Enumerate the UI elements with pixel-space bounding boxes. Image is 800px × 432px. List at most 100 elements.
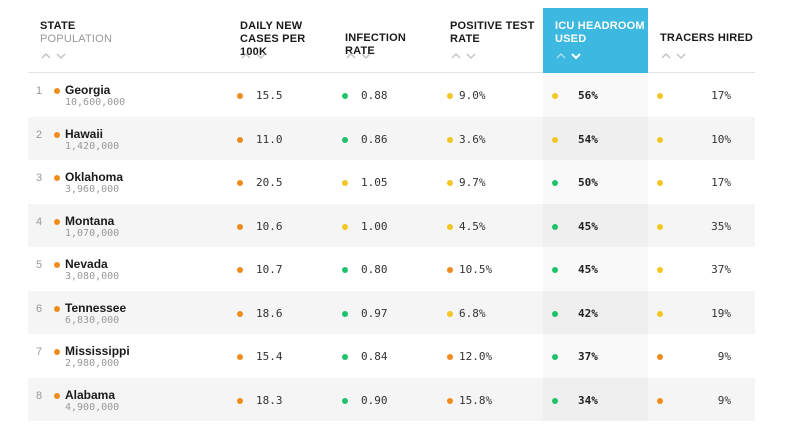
- cases-value: 10.7: [256, 263, 283, 276]
- column-header-positive[interactable]: POSITIVE TEST RATE: [438, 8, 543, 73]
- cases-value: 10.6: [256, 219, 283, 233]
- icu-headroom-status-dot: [552, 397, 558, 404]
- infection-rate-status-dot: [342, 136, 348, 143]
- positive-rate-value: 9.7%: [459, 176, 486, 189]
- sort-controls-infection[interactable]: [345, 52, 372, 60]
- state-population: 1,070,000: [65, 227, 120, 239]
- sort-up-icon[interactable]: [555, 52, 567, 60]
- state-status-dot: [54, 131, 60, 138]
- infection-rate-status-dot: [342, 310, 348, 317]
- icu-headroom-value: 34%: [578, 393, 598, 407]
- positive-header-label-2: RATE: [450, 33, 480, 45]
- state-status-dot: [54, 392, 60, 399]
- cases-header-label-2: CASES PER 100K: [240, 33, 306, 58]
- sort-down-icon[interactable]: [360, 52, 372, 60]
- tracers-hired-value: 35%: [711, 219, 731, 233]
- icu-header-label-2: USED: [555, 33, 587, 45]
- icu-headroom-value: 45%: [578, 263, 598, 276]
- infection-rate-value: 0.80: [361, 263, 388, 276]
- sort-controls-icu[interactable]: [555, 52, 582, 60]
- icu-headroom-status-dot: [552, 223, 558, 230]
- state-population: 2,980,000: [65, 358, 120, 369]
- icu-header-label-1: ICU HEADROOM: [555, 20, 645, 32]
- tracers-hired-status-dot: [657, 310, 663, 317]
- icu-headroom-value: 56%: [578, 89, 598, 102]
- column-header-cases[interactable]: DAILY NEW CASES PER 100K: [228, 8, 333, 73]
- state-status-dot: [54, 88, 60, 94]
- state-metrics-table: STATE POPULATION DAILY NEW CASES PER 100…: [28, 8, 755, 421]
- icu-headroom-status-dot: [552, 354, 558, 360]
- state-status-dot: [54, 349, 60, 355]
- table-row[interactable]: 8 Alabama 4,900,000 18.3 0.90 15.8% 34% 9%: [28, 377, 755, 421]
- tracers-hired-status-dot: [657, 267, 663, 273]
- positive-rate-status-dot: [447, 267, 453, 273]
- row-rank: 4: [36, 215, 43, 228]
- tracers-hired-value: 9%: [717, 393, 731, 407]
- infection-rate-value: 1.05: [361, 176, 388, 189]
- sort-down-icon[interactable]: [675, 52, 687, 60]
- cases-value: 11.0: [256, 132, 283, 146]
- column-header-icu[interactable]: ICU HEADROOM USED: [543, 8, 648, 73]
- icu-headroom-value: 42%: [578, 306, 598, 320]
- positive-rate-value: 3.6%: [459, 132, 486, 146]
- sort-down-icon[interactable]: [570, 52, 582, 60]
- table-row[interactable]: 3 Oklahoma 3,960,000 20.5 1.05 9.7% 50% 17%: [28, 160, 755, 204]
- row-rank: 6: [36, 302, 43, 315]
- infection-rate-value: 0.84: [361, 350, 388, 363]
- cases-status-dot: [237, 310, 243, 317]
- sort-controls-cases[interactable]: [240, 52, 267, 60]
- positive-rate-status-dot: [447, 310, 453, 317]
- infection-rate-value: 0.88: [361, 89, 388, 102]
- state-population: 4,900,000: [65, 401, 120, 413]
- state-status-dot: [54, 262, 60, 268]
- sort-controls-positive[interactable]: [450, 52, 477, 60]
- positive-rate-value: 12.0%: [459, 350, 493, 363]
- positive-rate-status-dot: [447, 93, 453, 99]
- sort-up-icon[interactable]: [40, 52, 52, 60]
- infection-rate-value: 1.00: [361, 219, 388, 233]
- state-name: Hawaii: [65, 126, 104, 141]
- state-status-dot: [54, 305, 60, 312]
- column-header-infection[interactable]: INFECTION RATE: [333, 8, 438, 73]
- state-name: Tennessee: [65, 300, 127, 315]
- icu-headroom-status-dot: [552, 267, 558, 273]
- positive-rate-value: 6.8%: [459, 306, 486, 320]
- infection-header-label: INFECTION RATE: [345, 32, 407, 57]
- icu-headroom-value: 50%: [578, 176, 598, 189]
- column-header-tracers[interactable]: TRACERS HIRED: [648, 8, 755, 73]
- tracers-hired-value: 9%: [717, 350, 731, 363]
- positive-rate-status-dot: [447, 223, 453, 230]
- sort-up-icon[interactable]: [450, 52, 462, 60]
- sort-up-icon[interactable]: [660, 52, 672, 60]
- table-row[interactable]: 5 Nevada 3,080,000 10.7 0.80 10.5% 45% 37%: [28, 247, 755, 291]
- tracers-hired-status-dot: [657, 223, 663, 230]
- table-row[interactable]: 6 Tennessee 6,830,000 18.6 0.97 6.8% 42% 19%: [28, 290, 755, 334]
- sort-controls-tracers[interactable]: [660, 52, 687, 60]
- positive-rate-status-dot: [447, 136, 453, 143]
- state-population: 1,420,000: [65, 140, 120, 152]
- sort-controls-state[interactable]: [40, 52, 67, 60]
- sort-down-icon[interactable]: [255, 52, 267, 60]
- table-row[interactable]: 4 Montana 1,070,000 10.6 1.00 4.5% 45% 35%: [28, 203, 755, 247]
- table-row[interactable]: 1 Georgia 10,600,000 15.5 0.88 9.0% 56% 17%: [28, 73, 755, 117]
- population-header-label: POPULATION: [40, 33, 113, 45]
- sort-up-icon[interactable]: [345, 52, 357, 60]
- state-population: 10,600,000: [65, 97, 126, 108]
- table-row[interactable]: 2 Hawaii 1,420,000 11.0 0.86 3.6% 54% 10%: [28, 116, 755, 160]
- cases-value: 18.3: [256, 393, 283, 407]
- state-name: Georgia: [65, 83, 111, 97]
- state-name: Oklahoma: [65, 170, 124, 184]
- row-rank: 1: [36, 85, 43, 97]
- positive-rate-value: 9.0%: [459, 89, 486, 102]
- infection-rate-value: 0.90: [361, 393, 388, 407]
- sort-down-icon[interactable]: [55, 52, 67, 60]
- column-header-state[interactable]: STATE POPULATION: [28, 8, 228, 73]
- table-row[interactable]: 7 Mississippi 2,980,000 15.4 0.84 12.0% 37% 9%: [28, 334, 755, 378]
- tracers-hired-value: 10%: [711, 132, 731, 146]
- sort-up-icon[interactable]: [240, 52, 252, 60]
- sort-down-icon[interactable]: [465, 52, 477, 60]
- icu-headroom-status-dot: [552, 93, 558, 99]
- cases-status-dot: [237, 397, 243, 404]
- state-header-label: STATE: [40, 20, 76, 32]
- tracers-hired-status-dot: [657, 180, 663, 186]
